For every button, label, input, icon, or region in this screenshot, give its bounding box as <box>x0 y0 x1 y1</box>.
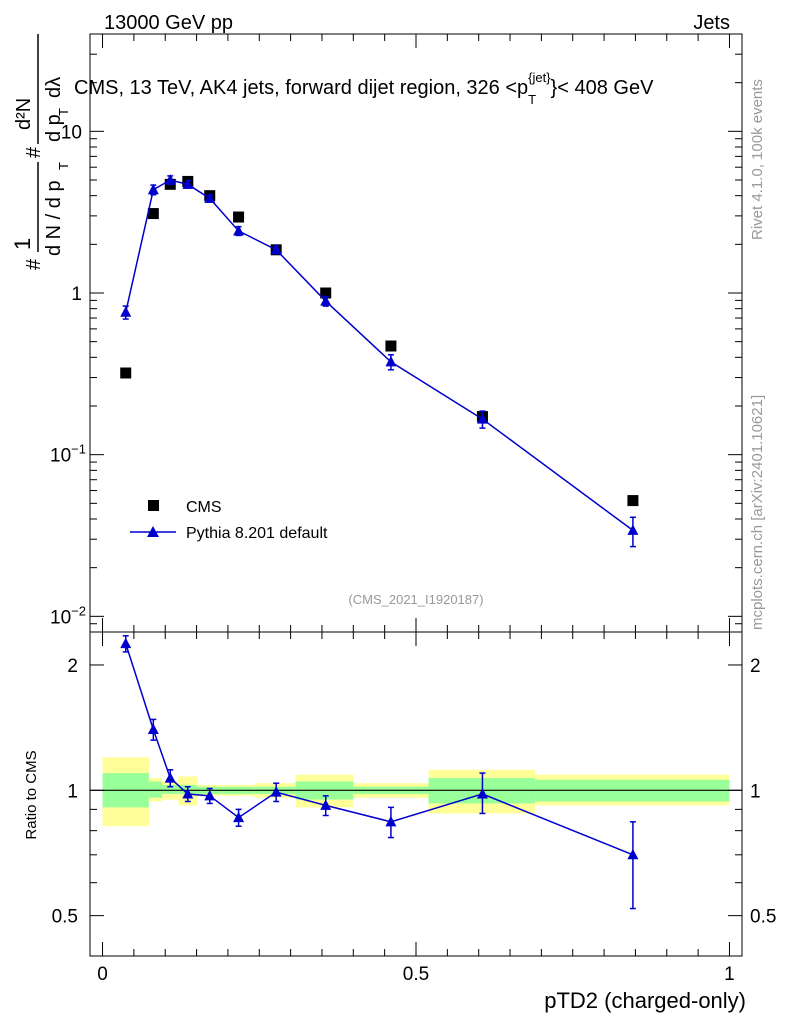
analysis-id-annotation: (CMS_2021_I1920187) <box>348 592 483 607</box>
ratio-y-axis-label: Ratio to CMS <box>23 750 40 839</box>
plot-title: CMS, 13 TeV, AK4 jets, forward dijet reg… <box>74 70 654 107</box>
ratio-y-tick-label-right: 2 <box>750 656 761 677</box>
ratio-data-point <box>182 787 194 799</box>
ratio-data-point <box>204 789 216 801</box>
ratio-data-point <box>385 815 397 827</box>
pythia-data-point <box>627 524 639 535</box>
pythia-data-point <box>120 306 132 317</box>
ratio-data-point <box>320 799 332 810</box>
svg-text:d²N: d²N <box>13 98 35 130</box>
legend: CMS Pythia 8.201 default <box>130 499 328 542</box>
main-plot-frame <box>89 33 743 633</box>
svg-text:dλ: dλ <box>43 77 65 98</box>
uncertainty-band-inner <box>162 784 179 794</box>
header-left: 13000 GeV pp <box>104 12 233 34</box>
pythia-data-point <box>182 178 194 189</box>
svg-text:#: # <box>23 146 45 158</box>
ratio-pythia-line <box>125 643 634 856</box>
ratio-plot-panel: 0.5 0.5 1 1 2 2 0 0.5 1 <box>52 631 776 985</box>
legend-pythia-marker <box>147 526 159 537</box>
main-plot-panel: 10−2 10−1 1 10 CMS, 13 TeV, AK4 jets, forwa… <box>50 33 743 633</box>
ratio-y-tick-label-right: 1 <box>750 781 761 802</box>
ratio-data-point <box>120 637 132 649</box>
pythia-data-point <box>204 192 216 203</box>
uncertainty-band-inner <box>148 781 163 798</box>
x-tick-label: 1 <box>724 964 735 985</box>
y-tick-label: 10−2 <box>50 603 86 628</box>
x-tick-label: 0 <box>97 964 108 985</box>
ratio-data-point <box>627 848 639 860</box>
ratio-y-tick-label: 0.5 <box>52 907 78 928</box>
x-tick-label: 0.5 <box>403 964 429 985</box>
pythia-data-point <box>233 224 245 236</box>
legend-cms-label: CMS <box>186 499 222 516</box>
pythia-data-point <box>320 295 332 306</box>
ratio-data-point <box>147 723 159 734</box>
mcplots-source-label: mcplots.cern.ch [arXiv:2401.10621] <box>749 395 766 630</box>
pythia-data-point <box>270 243 282 255</box>
x-axis-label: pTD2 (charged-only) <box>544 988 746 1013</box>
ratio-data-point <box>476 787 488 799</box>
legend-cms-marker <box>148 500 159 511</box>
ratio-y-tick-label: 1 <box>67 781 78 802</box>
svg-text:d p: d p <box>43 114 65 142</box>
svg-text:1: 1 <box>10 238 35 250</box>
pythia-data-point <box>385 355 397 367</box>
ratio-data-point <box>164 772 176 783</box>
y-tick-label: 1 <box>71 284 82 305</box>
svg-text:T: T <box>56 162 71 170</box>
pythia-line <box>125 179 634 532</box>
y-tick-label: 10 <box>61 122 82 143</box>
y-tick-label: 10−1 <box>50 442 86 467</box>
ratio-y-tick-label-right: 0.5 <box>750 907 776 928</box>
header-right: Jets <box>693 12 730 34</box>
ratio-y-tick-label: 2 <box>67 656 78 677</box>
legend-pythia-label: Pythia 8.201 default <box>186 525 328 542</box>
pythia-data-point <box>147 183 159 195</box>
cms-data-point <box>147 208 159 220</box>
cms-data-point <box>320 287 332 299</box>
cms-data-point <box>627 495 639 507</box>
pythia-data-point <box>164 173 176 185</box>
cms-data-point <box>120 367 132 379</box>
ratio-data-point <box>233 811 245 823</box>
ratio-data-point <box>270 786 282 797</box>
svg-text:#: # <box>23 258 45 270</box>
pythia-data-point <box>476 413 488 424</box>
svg-text:d N / d p: d N / d p <box>43 180 65 256</box>
svg-text:T: T <box>56 108 71 116</box>
cms-data-point <box>233 211 245 223</box>
main-y-axis-label: # 1 d N / d p T # d²N d p T dλ <box>10 34 71 270</box>
rivet-version-label: Rivet 4.1.0, 100k events <box>749 79 766 240</box>
cms-data-point <box>385 340 397 352</box>
